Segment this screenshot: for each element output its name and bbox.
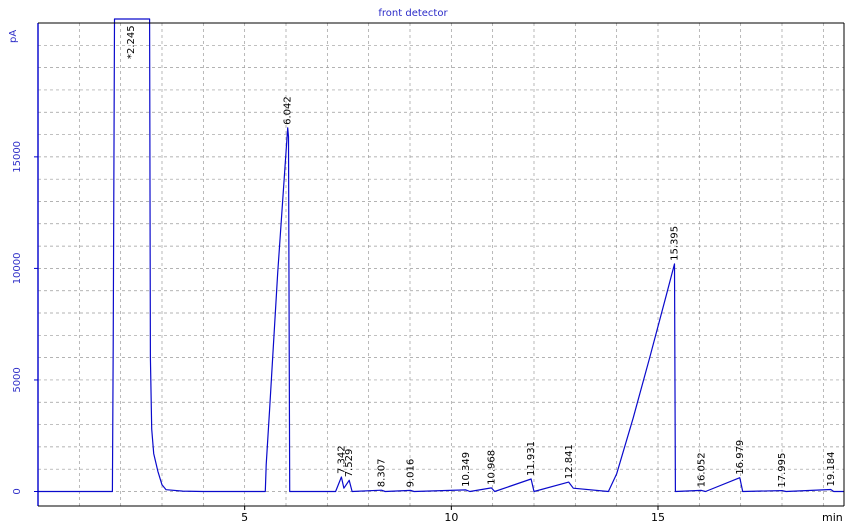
x-tick-label: 5 <box>241 511 248 524</box>
peak-label: 9.016 <box>406 459 417 488</box>
y-tick-label: 15000 <box>12 141 23 173</box>
x-axis-unit-label: min <box>822 511 843 524</box>
peak-label: 19.184 <box>826 452 837 487</box>
peak-label: 12.841 <box>564 444 575 479</box>
peak-label: 17.995 <box>777 453 788 488</box>
x-tick-label: 15 <box>651 511 665 524</box>
peak-label: 16.052 <box>697 452 708 487</box>
peak-label: 8.307 <box>376 459 387 488</box>
tick-labels: 0 5000 10000 15000 5 10 15 <box>12 141 665 524</box>
x-tick-label: 10 <box>444 511 458 524</box>
y-tick-label: 5000 <box>12 367 23 392</box>
peak-label: 16.979 <box>735 440 746 475</box>
y-axis-unit-label: pA <box>8 30 19 43</box>
chart-title: front detector <box>378 8 448 19</box>
chromatogram-trace <box>38 18 844 493</box>
peak-label: 6.042 <box>283 96 294 125</box>
peak-label: 15.395 <box>669 226 680 261</box>
y-tick-label: 0 <box>12 488 23 494</box>
peak-label: 7.529 <box>344 449 355 478</box>
grid <box>38 23 844 506</box>
trace-layer <box>38 18 844 493</box>
y-tick-label: 10000 <box>12 252 23 284</box>
peak-label: *2.245 <box>126 25 137 59</box>
peak-label: 7.342 <box>337 445 348 474</box>
axes <box>37 22 845 507</box>
peak-label: 11.931 <box>526 441 537 476</box>
peak-label: 10.349 <box>461 452 472 487</box>
peak-label: 10.968 <box>486 450 497 485</box>
